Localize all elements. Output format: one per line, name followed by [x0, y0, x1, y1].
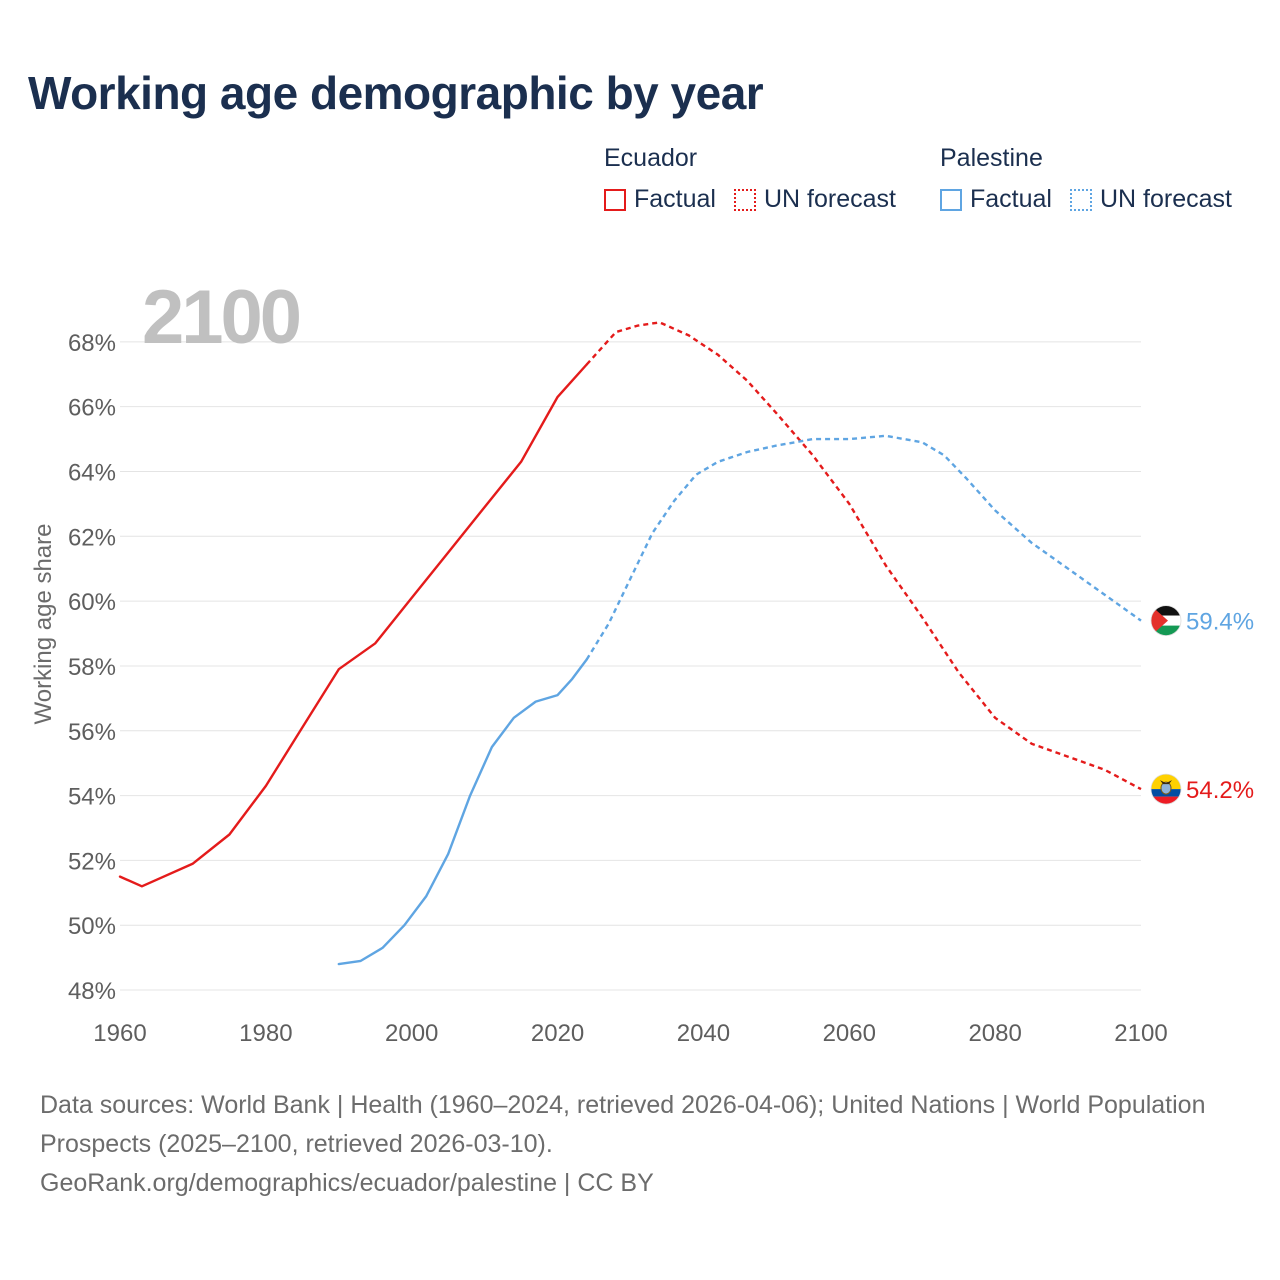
legend-label: Factual [634, 185, 716, 213]
x-tick-label: 2020 [531, 1020, 584, 1047]
series-line-ecuador-forecast[interactable] [585, 321, 1142, 791]
y-tick-label: 56% [68, 719, 116, 746]
legend-swatch-dotted-icon [1069, 188, 1092, 211]
series-line-ecuador-factual[interactable] [118, 363, 588, 888]
line-chart: 2100 48% 50% 52% 54% 56% 58% 60% 62% 64% 66% 68% 1… [30, 275, 1254, 1047]
legend-label: Factual [970, 185, 1052, 213]
footer: Data sources: World Bank | Health (1960–… [40, 1086, 1220, 1203]
legend-item-ecuador-forecast[interactable]: UN forecast [733, 185, 896, 214]
legend-swatch-dotted-icon [733, 188, 756, 211]
y-tick-label: 60% [68, 589, 116, 616]
series-line-palestine-factual[interactable] [337, 658, 588, 966]
legend-swatch-solid-icon [604, 188, 626, 211]
x-tick-label: 2060 [823, 1020, 876, 1047]
legend-item-palestine-forecast[interactable]: UN forecast [1069, 185, 1232, 214]
x-tick-label: 2040 [677, 1020, 730, 1047]
year-overlay: 2100 [142, 275, 300, 360]
y-tick-label: 50% [68, 913, 116, 940]
legend-label: UN forecast [1099, 185, 1232, 213]
source-url-text[interactable]: GeoRank.org/demographics/ecuador/palesti… [40, 1169, 654, 1197]
chart-title: Working age demographic by year [28, 67, 764, 119]
y-tick-label: 54% [68, 784, 116, 811]
x-tick-label: 2080 [968, 1020, 1021, 1047]
palestine-flag-icon [1150, 605, 1182, 636]
x-tick-label: 1960 [93, 1020, 146, 1047]
legend-group-palestine: Palestine Factual UN forecast [940, 144, 1232, 214]
x-tick-label: 2000 [385, 1020, 438, 1047]
y-tick-label: 66% [68, 395, 116, 422]
series-layer [118, 321, 1142, 966]
ecuador-flag-icon [1150, 773, 1182, 805]
legend-item-palestine-factual[interactable]: Factual [940, 185, 1052, 214]
series-endpoints: 54.2% 59.4% [1150, 605, 1254, 805]
legend-swatch-solid-icon [940, 188, 962, 211]
y-axis-ticks: 48% 50% 52% 54% 56% 58% 60% 62% 64% 66% 68% [68, 330, 116, 1005]
y-tick-label: 64% [68, 459, 116, 486]
legend-country-palestine: Palestine [940, 144, 1043, 172]
y-tick-label: 52% [68, 848, 116, 875]
grid-lines [120, 341, 1141, 991]
y-axis-label: Working age share [30, 524, 57, 725]
legend-country-ecuador: Ecuador [604, 144, 698, 172]
series-line-palestine-forecast[interactable] [585, 434, 1142, 661]
legend-item-ecuador-factual[interactable]: Factual [604, 185, 716, 214]
end-value-label-palestine: 59.4% [1186, 609, 1254, 636]
x-tick-label: 1980 [239, 1020, 292, 1047]
legend-label: UN forecast [763, 185, 896, 213]
x-axis-ticks: 1960 1980 2000 2020 2040 2060 2080 2100 [93, 1020, 1167, 1047]
legend-group-ecuador: Ecuador Factual UN forecast [604, 144, 896, 214]
y-tick-label: 62% [68, 524, 116, 551]
end-value-label-ecuador: 54.2% [1186, 777, 1254, 804]
y-tick-label: 68% [68, 330, 116, 357]
data-sources-text: Data sources: World Bank | Health (1960–… [40, 1091, 1206, 1158]
y-tick-label: 58% [68, 654, 116, 681]
x-tick-label: 2100 [1114, 1020, 1167, 1047]
y-tick-label: 48% [68, 978, 116, 1005]
